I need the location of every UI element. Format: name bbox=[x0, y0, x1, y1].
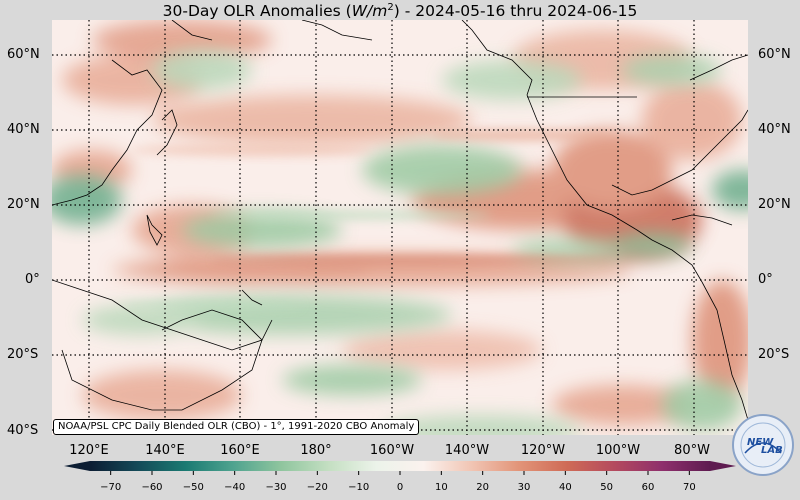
colorbar bbox=[64, 461, 736, 475]
colorbar-tick-label: −50 bbox=[182, 482, 204, 493]
title-suffix: ) - 2024-05-16 thru 2024-06-15 bbox=[393, 2, 638, 21]
colorbar-tick-label: 50 bbox=[600, 482, 614, 493]
lon-label-160e: 160°E bbox=[220, 443, 260, 458]
lat-label-left-40s: 40°S bbox=[7, 423, 39, 438]
lat-label-right-eq: 0° bbox=[758, 272, 773, 287]
coastlines bbox=[52, 20, 748, 421]
lat-label-left-20n: 20°N bbox=[7, 197, 40, 212]
lon-label-180: 180° bbox=[300, 443, 332, 458]
colorbar-tick-label: 40 bbox=[558, 482, 572, 493]
lat-label-left-40n: 40°N bbox=[7, 122, 40, 137]
colorbar-tick-label: 60 bbox=[641, 482, 655, 493]
lon-label-160w: 160°W bbox=[369, 443, 415, 458]
lon-label-100w: 100°W bbox=[595, 443, 641, 458]
colorbar-tick-label: −40 bbox=[224, 482, 246, 493]
data-source-credit: NOAA/PSL CPC Daily Blended OLR (CBO) - 1… bbox=[53, 419, 420, 435]
colorbar-tick-label: −60 bbox=[141, 482, 163, 493]
lon-label-80w: 80°W bbox=[674, 443, 710, 458]
lat-label-right-20s: 20°S bbox=[758, 347, 790, 362]
lon-label-140w: 140°W bbox=[444, 443, 490, 458]
negative-anomaly-layer bbox=[52, 50, 748, 435]
title-prefix: 30-Day OLR Anomalies ( bbox=[162, 2, 352, 21]
lon-label-140e: 140°E bbox=[145, 443, 185, 458]
anomaly-streaks bbox=[122, 129, 612, 310]
colorbar-tick-label: 0 bbox=[396, 482, 404, 493]
title-unit: W/m bbox=[351, 2, 388, 21]
colorbar-tick-label: 10 bbox=[434, 482, 448, 493]
lon-label-120w: 120°W bbox=[520, 443, 566, 458]
colorbar-tick-label: −10 bbox=[348, 482, 370, 493]
lat-label-left-eq: 0° bbox=[25, 272, 40, 287]
colorbar-tick-label: −30 bbox=[265, 482, 287, 493]
map-title: 30-Day OLR Anomalies (W/m2) - 2024-05-16… bbox=[0, 2, 800, 20]
colorbar-tick-label: 30 bbox=[517, 482, 531, 493]
title-unit-exponent: 2 bbox=[387, 2, 394, 13]
colorbar-tick-label: −70 bbox=[100, 482, 122, 493]
colorbar-tick-label: 70 bbox=[682, 482, 696, 493]
lat-label-right-60n: 60°N bbox=[758, 47, 791, 62]
lab-logo: NEW LAB bbox=[731, 413, 795, 481]
map-canvas bbox=[52, 20, 748, 435]
logo-text-top: NEW bbox=[747, 437, 774, 448]
colorbar-tick-label: 20 bbox=[476, 482, 490, 493]
logo-text-bottom: LAB bbox=[761, 445, 783, 456]
lat-label-right-20n: 20°N bbox=[758, 197, 791, 212]
olr-anomaly-map bbox=[52, 20, 748, 435]
lat-label-left-20s: 20°S bbox=[7, 347, 39, 362]
colorbar-min-arrow bbox=[64, 461, 90, 471]
lat-label-left-60n: 60°N bbox=[7, 47, 40, 62]
colorbar-max-arrow bbox=[710, 461, 736, 471]
colorbar-tick-label: −20 bbox=[306, 482, 328, 493]
lat-label-right-40n: 40°N bbox=[758, 122, 791, 137]
lab-logo-graphic: NEW LAB bbox=[732, 414, 794, 476]
colorbar-bar bbox=[90, 461, 710, 471]
colorbar-ticks bbox=[110, 471, 690, 475]
lon-label-120e: 120°E bbox=[69, 443, 109, 458]
